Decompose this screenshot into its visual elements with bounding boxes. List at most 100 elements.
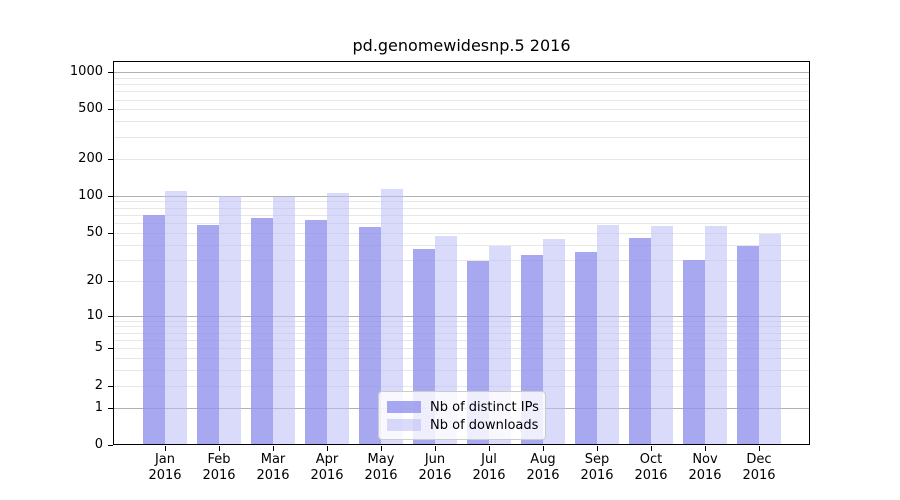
y-tick: [108, 407, 113, 409]
legend-swatch-distinct-ips: [387, 401, 421, 413]
minor-gridline: [114, 385, 809, 387]
bar-mar-downloads: [273, 197, 295, 444]
minor-gridline: [114, 358, 809, 360]
bar-sep-downloads: [597, 224, 619, 444]
y-tick-label: 10: [86, 307, 103, 323]
legend-label-distinct-ips: Nb of distinct IPs: [430, 399, 539, 415]
major-gridline: [114, 195, 809, 197]
bar-aug-downloads: [543, 239, 565, 444]
bar-jan-downloads: [165, 190, 187, 444]
minor-gridline: [114, 99, 809, 101]
y-tick-label: 200: [78, 150, 103, 166]
minor-gridline: [114, 332, 809, 334]
bar-oct-distinct-ips: [629, 238, 651, 444]
bar-may-downloads: [381, 189, 403, 444]
minor-gridline: [114, 158, 809, 160]
chart-title: pd.genomewidesnp.5 2016: [352, 36, 571, 55]
y-tick: [108, 315, 113, 317]
minor-gridline: [114, 201, 809, 203]
x-tick-label: Mar 2016: [256, 452, 290, 483]
y-tick: [108, 195, 113, 197]
x-tick: [327, 446, 328, 451]
minor-gridline: [114, 121, 809, 123]
x-tick-label: Aug 2016: [526, 452, 560, 483]
bar-dec-distinct-ips: [737, 245, 759, 444]
x-tick: [489, 446, 490, 451]
x-tick-label: Sep 2016: [580, 452, 614, 483]
bar-feb-distinct-ips: [197, 224, 219, 444]
minor-gridline: [114, 280, 809, 282]
legend-swatch-downloads: [387, 419, 421, 431]
y-tick-label: 100: [78, 187, 103, 203]
legend-label-downloads: Nb of downloads: [430, 417, 539, 433]
major-gridline: [114, 72, 809, 74]
bar-apr-distinct-ips: [305, 219, 327, 444]
x-tick: [597, 446, 598, 451]
bar-nov-downloads: [705, 225, 727, 444]
x-tick: [435, 446, 436, 451]
minor-gridline: [114, 339, 809, 341]
y-tick: [108, 158, 113, 160]
minor-gridline: [114, 259, 809, 261]
x-tick-label: Oct 2016: [634, 452, 668, 483]
bar-feb-downloads: [219, 195, 241, 444]
x-tick-label: May 2016: [364, 452, 398, 483]
y-tick: [108, 280, 113, 282]
x-tick-label: Jun 2016: [418, 452, 452, 483]
x-tick: [273, 446, 274, 451]
x-tick-label: Nov 2016: [688, 452, 722, 483]
legend: Nb of distinct IPs Nb of downloads: [378, 391, 546, 440]
x-tick-label: Jul 2016: [472, 452, 506, 483]
bar-may-distinct-ips: [359, 226, 381, 444]
y-tick: [108, 72, 113, 74]
minor-gridline: [114, 214, 809, 216]
y-tick: [108, 232, 113, 234]
minor-gridline: [114, 370, 809, 372]
major-gridline: [114, 315, 809, 317]
y-tick-label: 5: [94, 340, 103, 356]
minor-gridline: [114, 244, 809, 246]
y-tick: [108, 348, 113, 350]
minor-gridline: [114, 326, 809, 328]
y-tick-label: 0: [94, 437, 103, 452]
x-tick: [381, 446, 382, 451]
minor-gridline: [114, 84, 809, 86]
x-tick: [219, 446, 220, 451]
minor-gridline: [114, 348, 809, 350]
x-tick: [705, 446, 706, 451]
minor-gridline: [114, 320, 809, 322]
minor-gridline: [114, 207, 809, 209]
minor-gridline: [114, 232, 809, 234]
minor-gridline: [114, 223, 809, 225]
x-tick-label: Apr 2016: [310, 452, 344, 483]
minor-gridline: [114, 77, 809, 79]
x-tick: [651, 446, 652, 451]
x-tick: [543, 446, 544, 451]
minor-gridline: [114, 109, 809, 111]
legend-item-distinct-ips: Nb of distinct IPs: [387, 398, 539, 416]
y-tick: [108, 109, 113, 111]
plot-area: [113, 61, 810, 445]
minor-gridline: [114, 136, 809, 138]
y-tick-label: 50: [86, 224, 103, 240]
bar-apr-downloads: [327, 193, 349, 444]
legend-item-downloads: Nb of downloads: [387, 416, 539, 434]
y-tick-label: 2: [94, 377, 103, 393]
bar-mar-distinct-ips: [251, 218, 273, 444]
x-tick-label: Jan 2016: [148, 452, 182, 483]
x-tick-label: Dec 2016: [742, 452, 776, 483]
bar-oct-downloads: [651, 225, 673, 444]
y-tick-label: 1: [94, 399, 103, 415]
plot-canvas: [114, 62, 809, 444]
y-tick: [108, 445, 113, 446]
x-tick-label: Feb 2016: [202, 452, 236, 483]
x-tick: [165, 446, 166, 451]
bar-nov-distinct-ips: [683, 259, 705, 444]
minor-gridline: [114, 91, 809, 93]
bar-sep-distinct-ips: [575, 251, 597, 444]
x-tick: [759, 446, 760, 451]
y-tick-label: 20: [86, 272, 103, 288]
y-tick: [108, 385, 113, 387]
y-tick-label: 1000: [69, 64, 103, 80]
